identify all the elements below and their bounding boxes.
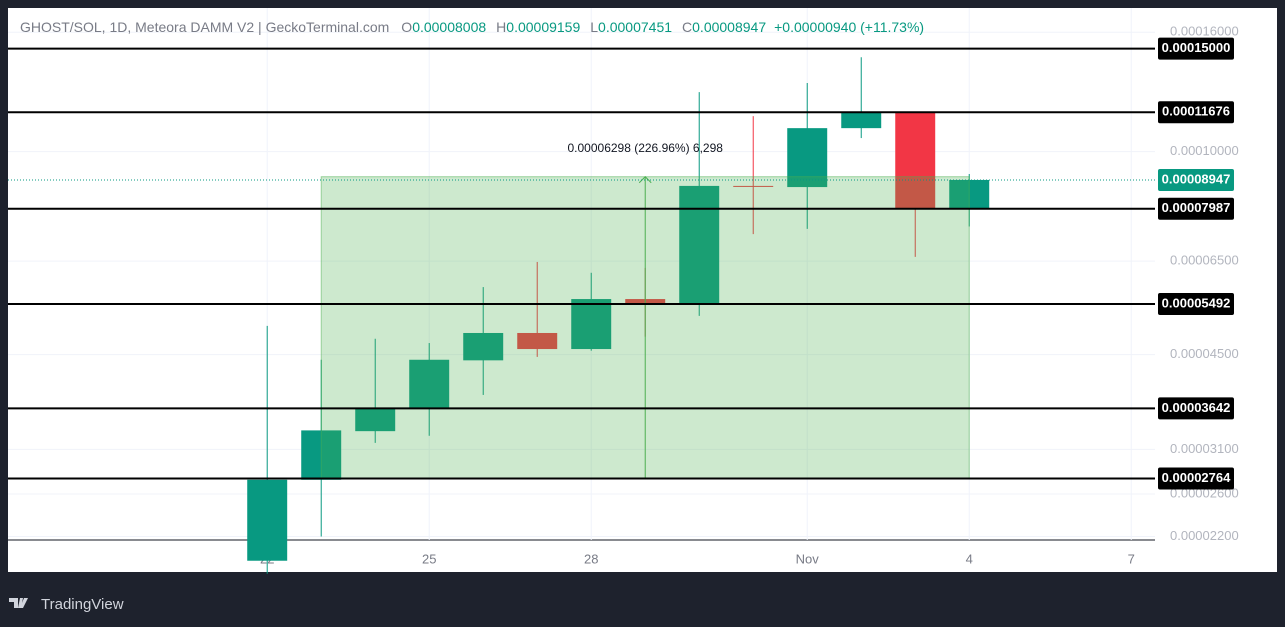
legend-value: 0.00008008 <box>412 19 486 35</box>
candle-body <box>895 112 936 210</box>
last-price-box <box>1158 168 1234 191</box>
candle-body <box>517 332 558 350</box>
candle-body <box>409 359 450 409</box>
candle-body <box>787 128 828 188</box>
price-level-box <box>1158 292 1234 315</box>
price-level-box <box>1158 101 1234 124</box>
legend-change: +0.00000940 (+11.73%) <box>774 19 924 35</box>
y-tick-label: 0.00002200 <box>1170 528 1239 543</box>
price-level-box <box>1158 197 1234 220</box>
x-tick-label: 4 <box>966 551 973 566</box>
legend-symbol: GHOST/SOL, 1D, Meteora DAMM V2 | GeckoTe… <box>20 19 389 35</box>
candle-body <box>841 112 882 129</box>
price-level-label: 0.00007987 <box>1162 200 1231 215</box>
footer-brand: TradingView <box>41 596 124 613</box>
legend-value: 0.00007451 <box>598 19 672 35</box>
legend-value: 0.00009159 <box>506 19 580 35</box>
tradingview-logo <box>9 598 28 608</box>
price-level-label: 0.00015000 <box>1162 40 1231 55</box>
legend-key: C <box>682 19 692 35</box>
candle-body <box>733 185 774 187</box>
legend-header: GHOST/SOL, 1D, Meteora DAMM V2 | GeckoTe… <box>20 19 924 35</box>
candle-body <box>247 479 288 561</box>
legend-key: L <box>590 19 598 35</box>
price-level-box <box>1158 37 1234 60</box>
price-level-label: 0.00011676 <box>1162 104 1230 119</box>
measure-label: 0.00006298 (226.96%) 6,298 <box>567 141 723 155</box>
price-level-label: 0.00002764 <box>1162 470 1231 485</box>
candle-body <box>355 408 396 432</box>
y-tick-label: 0.00003100 <box>1170 441 1239 456</box>
price-level-box <box>1158 467 1234 490</box>
x-tick-label: Nov <box>796 551 820 566</box>
x-tick-label: 28 <box>584 551 598 566</box>
y-tick-label: 0.00016000 <box>1170 24 1239 39</box>
y-tick-label: 0.00006500 <box>1170 253 1239 268</box>
measure-arrowhead <box>638 176 652 184</box>
x-tick-label: 7 <box>1128 551 1135 566</box>
price-level-label: 0.00003642 <box>1162 400 1231 415</box>
candle-body <box>679 185 720 305</box>
legend-key: H <box>496 19 506 35</box>
last-price-label: 0.00008947 <box>1162 171 1231 186</box>
candle-body <box>463 332 504 361</box>
price-level-box <box>1158 397 1234 420</box>
legend-key: O <box>401 19 412 35</box>
price-level-label: 0.00005492 <box>1162 295 1231 310</box>
y-tick-label: 0.00010000 <box>1170 143 1239 158</box>
x-tick-label: 25 <box>422 551 436 566</box>
y-tick-label: 0.00004500 <box>1170 346 1239 361</box>
legend-value: 0.00008947 <box>692 19 766 35</box>
candle-body <box>571 299 612 350</box>
